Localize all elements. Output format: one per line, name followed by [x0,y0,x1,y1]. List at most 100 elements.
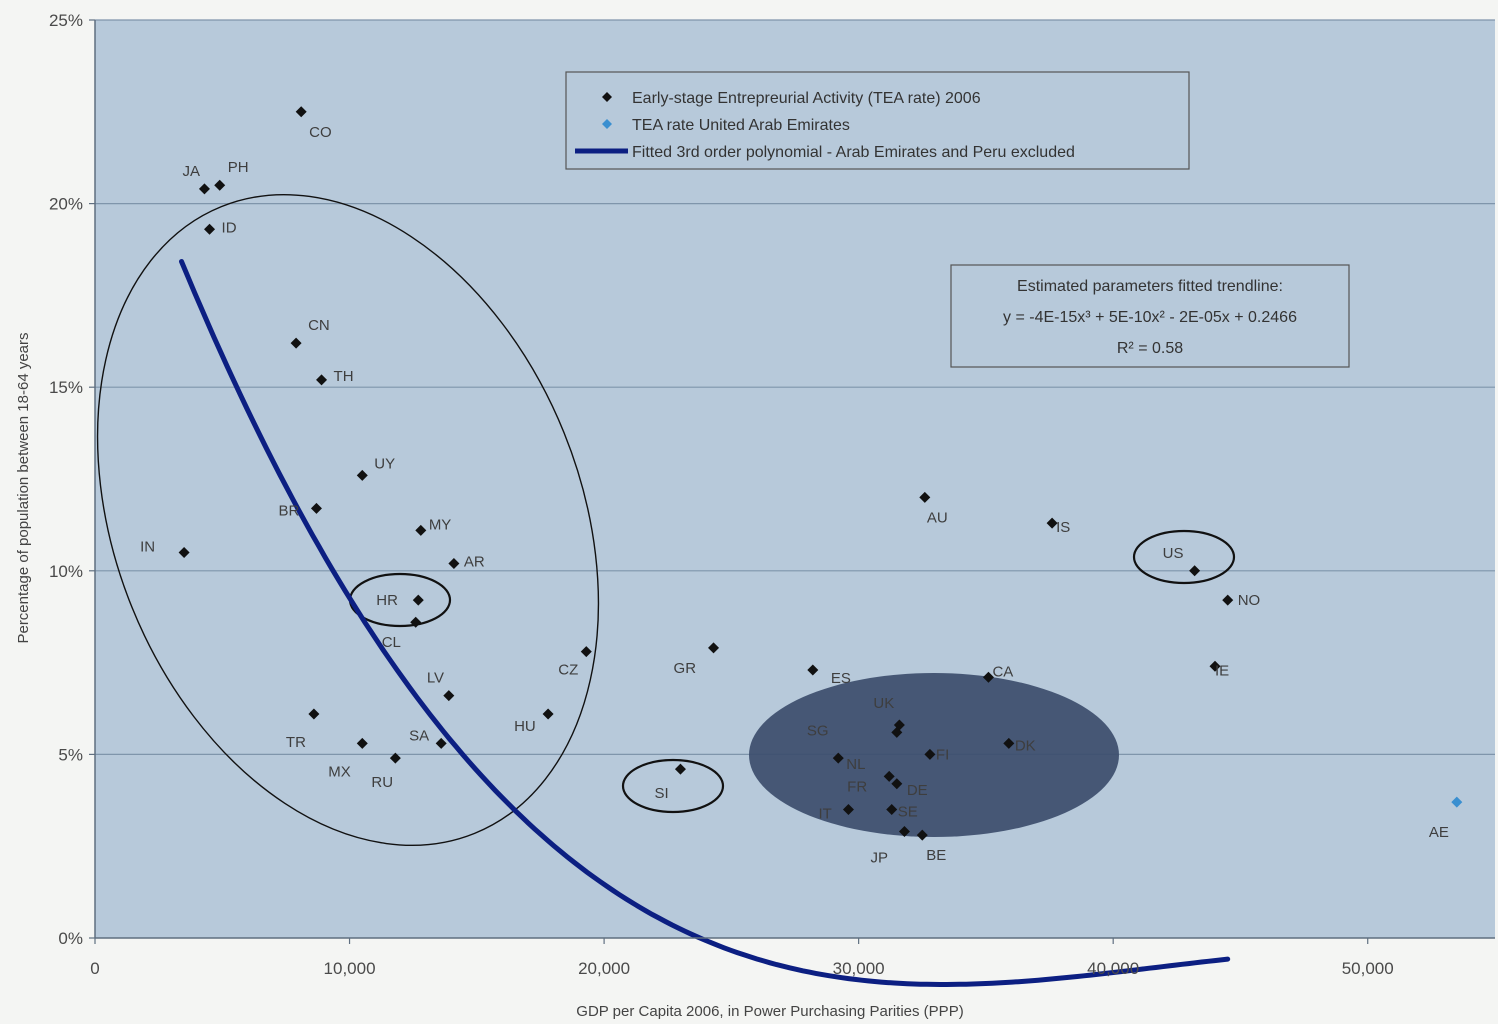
y-tick-label: 0% [58,929,83,948]
point-label-th: TH [334,368,354,385]
legend: Early-stage Entrepreurial Activity (TEA … [565,71,1190,170]
data-point-cl [410,616,422,628]
point-label-cn: CN [308,317,330,334]
x-tick-label: 20,000 [578,959,630,978]
point-label-id: ID [222,219,237,236]
point-label-is: IS [1056,519,1070,536]
point-label-hr: HR [376,592,398,609]
data-point-de [891,778,903,790]
point-label-sa: SA [409,727,429,744]
data-point-no [1222,594,1234,606]
point-label-si: SI [654,785,668,802]
data-point-gr [708,642,720,654]
data-point-in [178,546,190,558]
si-circle [621,758,725,814]
data-point-my [415,524,427,536]
x-axis-title: GDP per Capita 2006, in Power Purchasing… [576,1003,963,1020]
point-label-hu: HU [514,718,536,735]
point-label-in: IN [140,538,155,555]
y-tick-label: 10% [49,562,83,581]
low-income-cluster-outline [96,193,600,847]
point-label-uy: UY [374,455,395,472]
data-point-br [310,502,322,514]
x-tick-label: 50,000 [1342,959,1394,978]
data-point-mx [356,737,368,749]
legend-marker [602,92,612,102]
point-label-no: NO [1238,592,1261,609]
data-point-uy [356,469,368,481]
x-tick-label: 40,000 [1087,959,1139,978]
data-point-fi [924,748,936,760]
y-tick-label: 20% [49,195,83,214]
legend-label: TEA rate United Arab Emirates [632,117,850,134]
point-label-be: BE [926,847,946,864]
data-point-dk [1003,737,1015,749]
point-label-ca: CA [992,663,1013,680]
point-label-sg: SG [807,722,829,739]
point-label-fr: FR [847,778,867,795]
axes: 0% 5% 10% 15% 20% 25% 0 10,000 20,000 30,000 40,00… [49,11,1495,978]
parameters-line: Estimated parameters fitted trendline: [1017,278,1283,295]
data-point-jp [898,826,910,838]
trendline-layer [179,259,1231,987]
point-label-ja: JA [182,163,200,180]
y-tick-label: 15% [49,378,83,397]
point-label-us: US [1163,545,1184,562]
point-label-gr: GR [674,660,697,677]
parameters-box-frame [950,264,1350,368]
y-axis-title: Percentage of population between 18-64 y… [15,332,32,643]
point-label-lv: LV [427,670,444,687]
data-point-hr [412,594,424,606]
point-label-es: ES [831,670,851,687]
point-label-ae: AE [1429,824,1449,841]
point-label-nl: NL [846,756,865,773]
x-tick-label: 0 [90,959,99,978]
point-label-fi: FI [936,746,949,763]
x-tick-label: 10,000 [324,959,376,978]
data-point-sg [891,726,903,738]
data-point-sa [435,737,447,749]
parameters-box: Estimated parameters fitted trendline: y … [950,264,1350,368]
data-point-tr [308,708,320,720]
point-label-my: MY [429,516,452,533]
data-point-fr [883,770,895,782]
data-points: CO JA PH ID CN TH UY BR MY IN AR HR CL CZ LV TR HU SA MX RU… [140,106,1463,867]
data-point-is [1046,517,1058,529]
point-label-au: AU [927,509,948,526]
data-point-si [674,763,686,775]
data-point-co [295,106,307,118]
point-label-jp: JP [870,850,888,867]
legend-label: Early-stage Entrepreurial Activity (TEA … [632,90,981,107]
legend-box [565,71,1190,170]
point-label-tr: TR [286,734,306,751]
data-point-be [916,829,928,841]
data-point-au [919,491,931,503]
parameters-line: y = -4E-15x³ + 5E-10x² - 2E-05x + 0.2466 [1003,309,1297,326]
point-label-uk: UK [873,695,894,712]
point-label-mx: MX [328,763,351,780]
point-label-it: IT [818,805,831,822]
point-label-ie: IE [1215,662,1229,679]
point-label-se: SE [898,803,918,820]
data-point-se [886,803,898,815]
data-point-lv [443,690,455,702]
legend-marker [602,119,612,129]
grid-lines [95,19,1495,756]
data-point-ie [1209,660,1221,672]
data-point-hu [542,708,554,720]
point-label-dk: DK [1015,737,1036,754]
data-point-cz [580,646,592,658]
point-label-br: BR [278,502,299,519]
data-point-cn [290,337,302,349]
data-point-id [204,223,216,235]
point-label-ru: RU [371,774,393,791]
x-tick-label: 30,000 [833,959,885,978]
trendline [179,259,1231,987]
point-label-cz: CZ [558,662,578,679]
y-tick-label: 5% [58,745,83,764]
y-tick-label: 25% [49,11,83,30]
legend-label: Fitted 3rd order polynomial - Arab Emira… [632,144,1075,161]
point-label-cl: CL [382,634,401,651]
parameters-line: R² = 0.58 [1117,340,1183,357]
